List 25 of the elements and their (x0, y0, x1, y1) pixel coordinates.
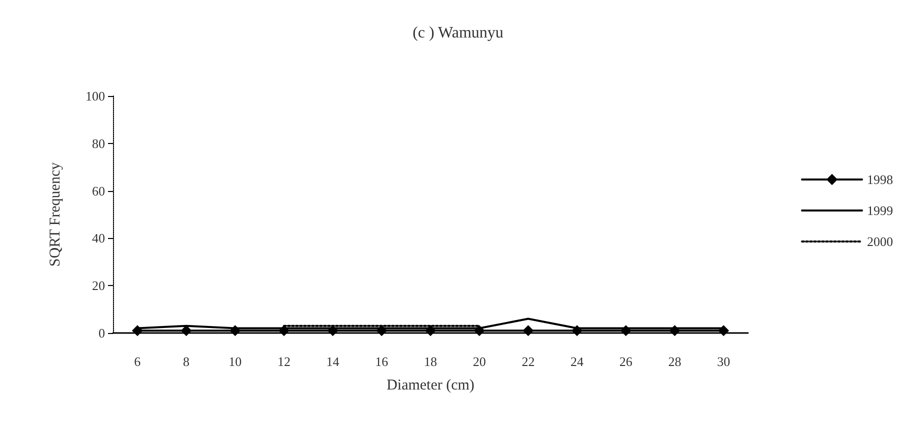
y-tick-label: 40 (92, 230, 105, 246)
x-tick-label: 6 (134, 354, 142, 369)
y-tick-label: 20 (92, 278, 105, 294)
x-tick-label: 10 (228, 354, 242, 369)
y-tick-label: 60 (92, 183, 105, 198)
legend-label: 1998 (867, 172, 893, 187)
x-tick-label: 18 (424, 354, 437, 369)
x-tick-label: 20 (472, 354, 486, 369)
legend-label: 2000 (867, 234, 893, 249)
x-tick-label: 14 (326, 354, 340, 369)
y-tick-label: 100 (86, 88, 105, 104)
x-tick-label: 16 (375, 354, 389, 369)
x-axis-title: Diameter (cm) (386, 378, 474, 394)
x-tick-label: 22 (522, 354, 535, 369)
legend-label: 1999 (867, 203, 893, 218)
y-tick-label: 80 (92, 136, 105, 151)
x-tick-label: 26 (619, 354, 633, 369)
x-tick-label: 30 (717, 354, 730, 369)
chart-title: (c ) Wamunyu (412, 24, 504, 42)
y-tick-label: 0 (98, 326, 105, 340)
x-tick-label: 12 (277, 354, 290, 369)
x-tick-label: 28 (668, 354, 682, 369)
y-axis-title: SQRT Frequency (48, 162, 64, 267)
x-tick-label: 8 (183, 354, 190, 369)
x-tick-label: 24 (570, 354, 584, 369)
